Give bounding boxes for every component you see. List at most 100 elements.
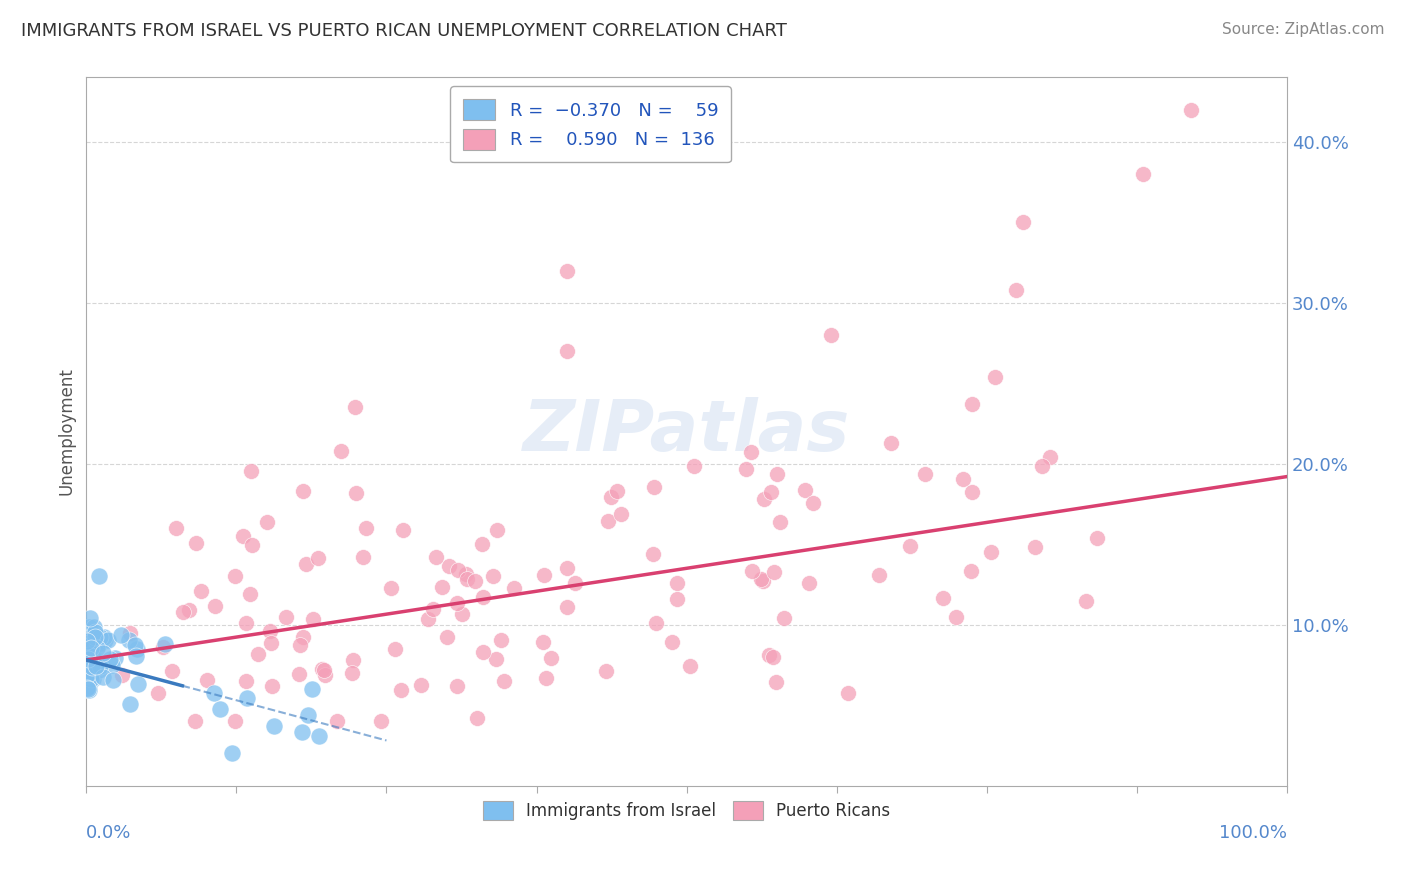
Point bbox=[456, 567, 478, 582]
Point bbox=[898, 539, 921, 553]
Point bbox=[794, 483, 817, 498]
Point bbox=[1005, 283, 1028, 297]
Point bbox=[606, 484, 628, 499]
Point bbox=[641, 547, 664, 561]
Point bbox=[259, 624, 281, 639]
Point bbox=[314, 667, 336, 681]
Point bbox=[451, 607, 474, 621]
Point bbox=[773, 611, 796, 625]
Point bbox=[765, 675, 787, 690]
Point bbox=[76, 681, 98, 695]
Point bbox=[82, 649, 104, 664]
Point bbox=[932, 591, 955, 606]
Point bbox=[307, 550, 329, 565]
Point bbox=[754, 491, 776, 506]
Point bbox=[172, 605, 194, 619]
Point bbox=[204, 599, 226, 613]
Point bbox=[77, 640, 100, 654]
Point bbox=[485, 652, 508, 666]
Point bbox=[80, 651, 103, 665]
Point bbox=[165, 521, 187, 535]
Point bbox=[609, 507, 631, 521]
Point bbox=[482, 569, 505, 583]
Point bbox=[221, 747, 243, 761]
Point bbox=[679, 658, 702, 673]
Point bbox=[492, 673, 515, 688]
Point bbox=[769, 516, 792, 530]
Point bbox=[292, 630, 315, 644]
Point bbox=[600, 490, 623, 504]
Point bbox=[308, 729, 330, 743]
Point bbox=[287, 666, 309, 681]
Point bbox=[1039, 450, 1062, 464]
Point bbox=[952, 472, 974, 486]
Y-axis label: Unemployment: Unemployment bbox=[58, 368, 75, 495]
Point bbox=[666, 576, 689, 591]
Point bbox=[80, 673, 103, 687]
Point bbox=[295, 557, 318, 571]
Point bbox=[555, 344, 578, 359]
Point bbox=[146, 686, 169, 700]
Point bbox=[960, 397, 983, 411]
Point bbox=[86, 640, 108, 655]
Point bbox=[342, 653, 364, 667]
Point bbox=[79, 662, 101, 676]
Point bbox=[76, 624, 98, 639]
Text: 0.0%: 0.0% bbox=[86, 824, 132, 842]
Point bbox=[184, 714, 207, 728]
Point bbox=[118, 697, 141, 711]
Point bbox=[741, 564, 763, 578]
Point bbox=[960, 484, 983, 499]
Text: IMMIGRANTS FROM ISRAEL VS PUERTO RICAN UNEMPLOYMENT CORRELATION CHART: IMMIGRANTS FROM ISRAEL VS PUERTO RICAN U… bbox=[21, 22, 787, 40]
Point bbox=[945, 610, 967, 624]
Point bbox=[118, 633, 141, 648]
Point bbox=[485, 523, 508, 537]
Point bbox=[232, 529, 254, 543]
Point bbox=[1012, 215, 1035, 229]
Point bbox=[437, 559, 460, 574]
Point bbox=[124, 638, 146, 652]
Point bbox=[643, 480, 665, 494]
Text: Source: ZipAtlas.com: Source: ZipAtlas.com bbox=[1222, 22, 1385, 37]
Point bbox=[416, 612, 439, 626]
Point bbox=[456, 572, 478, 586]
Point bbox=[1132, 167, 1154, 181]
Point bbox=[89, 630, 111, 644]
Point bbox=[235, 615, 257, 630]
Point bbox=[763, 566, 786, 580]
Point bbox=[89, 663, 111, 677]
Point bbox=[661, 634, 683, 648]
Point bbox=[749, 572, 772, 586]
Point bbox=[124, 648, 146, 663]
Point bbox=[97, 633, 120, 648]
Point bbox=[111, 668, 134, 682]
Point bbox=[879, 436, 901, 450]
Point bbox=[297, 707, 319, 722]
Point bbox=[980, 545, 1002, 559]
Point bbox=[83, 631, 105, 645]
Point bbox=[533, 568, 555, 582]
Point bbox=[91, 670, 114, 684]
Point bbox=[77, 668, 100, 682]
Point bbox=[342, 665, 364, 680]
Point bbox=[311, 661, 333, 675]
Point bbox=[80, 669, 103, 683]
Point bbox=[224, 714, 246, 728]
Point bbox=[471, 645, 494, 659]
Point bbox=[344, 486, 367, 500]
Point bbox=[263, 719, 285, 733]
Point bbox=[665, 592, 688, 607]
Point bbox=[160, 665, 183, 679]
Point bbox=[127, 677, 149, 691]
Point bbox=[411, 678, 433, 692]
Point bbox=[914, 467, 936, 482]
Point bbox=[370, 714, 392, 728]
Point bbox=[110, 628, 132, 642]
Point bbox=[384, 642, 406, 657]
Point bbox=[540, 651, 562, 665]
Point bbox=[76, 634, 98, 648]
Point bbox=[291, 724, 314, 739]
Point bbox=[80, 660, 103, 674]
Point bbox=[734, 462, 756, 476]
Point bbox=[77, 679, 100, 693]
